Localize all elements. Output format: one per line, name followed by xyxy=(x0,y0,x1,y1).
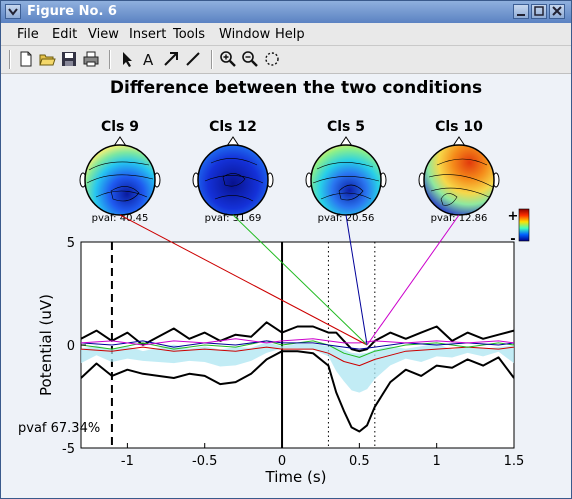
menu-bar: File Edit View Insert Tools Window Help xyxy=(1,23,571,46)
scalp-map-label: Cls 10 xyxy=(435,119,483,135)
toolbar-separator xyxy=(109,50,111,69)
pvaf-label: pvaf: 20.56 xyxy=(318,213,375,224)
arrow-pointer-icon[interactable] xyxy=(119,50,137,68)
text-tool-icon[interactable]: A xyxy=(140,50,158,68)
window-menu-button[interactable] xyxy=(5,4,21,19)
scalp-connector-line xyxy=(232,214,368,346)
colorbar-plus-label: + xyxy=(508,209,519,224)
x-tick-label: 1.5 xyxy=(504,454,525,469)
x-tick-label: -0.5 xyxy=(192,454,217,469)
colorbar-gradient xyxy=(518,208,530,242)
open-folder-icon[interactable] xyxy=(38,50,56,68)
colorbar-minus-label: - xyxy=(510,232,515,247)
cls10-line xyxy=(81,338,514,346)
close-button[interactable] xyxy=(549,4,565,19)
scalp-map-cls9: Cls 9 pvaf: 40.45 xyxy=(79,119,161,224)
menu-edit[interactable]: Edit xyxy=(52,27,78,42)
pvaf-label: pvaf: 31.69 xyxy=(205,213,262,224)
pvaf-label: pvaf: 40.45 xyxy=(92,213,149,224)
arrow-tool-icon[interactable] xyxy=(162,50,180,68)
variance-band xyxy=(81,342,514,393)
menu-insert[interactable]: Insert xyxy=(129,27,167,42)
scalp-map-label: Cls 5 xyxy=(327,119,365,135)
x-tick-label: -1 xyxy=(121,454,134,469)
scalp-connector-line xyxy=(345,214,368,346)
chevron-down-icon xyxy=(8,8,18,16)
minimize-icon xyxy=(517,14,525,16)
maximize-button[interactable] xyxy=(531,4,547,19)
toolbar-separator xyxy=(9,50,11,69)
line-tool-icon[interactable] xyxy=(184,50,202,68)
menu-window[interactable]: Window xyxy=(219,27,271,42)
maximize-icon xyxy=(534,6,544,16)
menu-help[interactable]: Help xyxy=(275,27,305,42)
erp-plot: -1 -0.5 0 0.5 1 1.5 -5 0 5 Time (s) Potential (… xyxy=(18,214,525,486)
zoom-in-icon[interactable] xyxy=(219,50,237,68)
cls5-line xyxy=(81,340,514,350)
x-tick-label: 1 xyxy=(433,454,441,469)
x-tick-label: 0 xyxy=(278,454,286,469)
x-tick-label: 0.5 xyxy=(349,454,370,469)
cls12-line xyxy=(81,340,514,358)
y-tick-label: -5 xyxy=(62,442,75,457)
zoom-out-icon[interactable] xyxy=(241,50,259,68)
minimize-button[interactable] xyxy=(513,4,529,19)
scalp-connector-line xyxy=(366,214,460,346)
window-title: Figure No. 6 xyxy=(27,4,117,19)
new-file-icon[interactable] xyxy=(17,50,35,68)
pvaf-total-label: pvaf 67.34% xyxy=(18,421,100,436)
menu-file[interactable]: File xyxy=(17,27,39,42)
menu-view[interactable]: View xyxy=(88,27,119,42)
scalp-connector-line xyxy=(119,214,368,346)
svg-text:A: A xyxy=(143,51,154,68)
rotate-icon[interactable] xyxy=(263,50,281,68)
scalp-map-cls12: Cls 12 pvaf: 31.69 xyxy=(192,119,274,224)
cls9-line xyxy=(81,346,514,367)
scalp-map-cls5: Cls 5 pvaf: 20.56 xyxy=(305,119,387,224)
menu-tools[interactable]: Tools xyxy=(173,27,206,42)
toolbar: A xyxy=(1,46,571,74)
scalp-map-cls10: Cls 10 pvaf: 12.86 xyxy=(418,119,500,224)
y-axis-label: Potential (uV) xyxy=(37,294,55,396)
envelope-upper-line xyxy=(81,321,514,353)
envelope-lower-line xyxy=(81,350,514,433)
print-icon[interactable] xyxy=(82,50,100,68)
title-bar[interactable]: Figure No. 6 xyxy=(1,1,571,23)
figure-title: Difference between the two conditions xyxy=(110,78,482,98)
save-icon[interactable] xyxy=(60,50,78,68)
scalp-map-label: Cls 12 xyxy=(209,119,257,135)
y-tick-label: 5 xyxy=(67,236,75,251)
close-icon xyxy=(552,6,562,16)
scalp-map-label: Cls 9 xyxy=(101,119,139,135)
y-tick-label: 0 xyxy=(67,339,75,354)
x-axis-label: Time (s) xyxy=(265,468,327,486)
pvaf-label: pvaf: 12.86 xyxy=(431,213,488,224)
toolbar-separator xyxy=(211,50,213,69)
colorbar: + - xyxy=(508,208,530,247)
figure-canvas: Difference between the two conditions Cl… xyxy=(18,78,530,486)
